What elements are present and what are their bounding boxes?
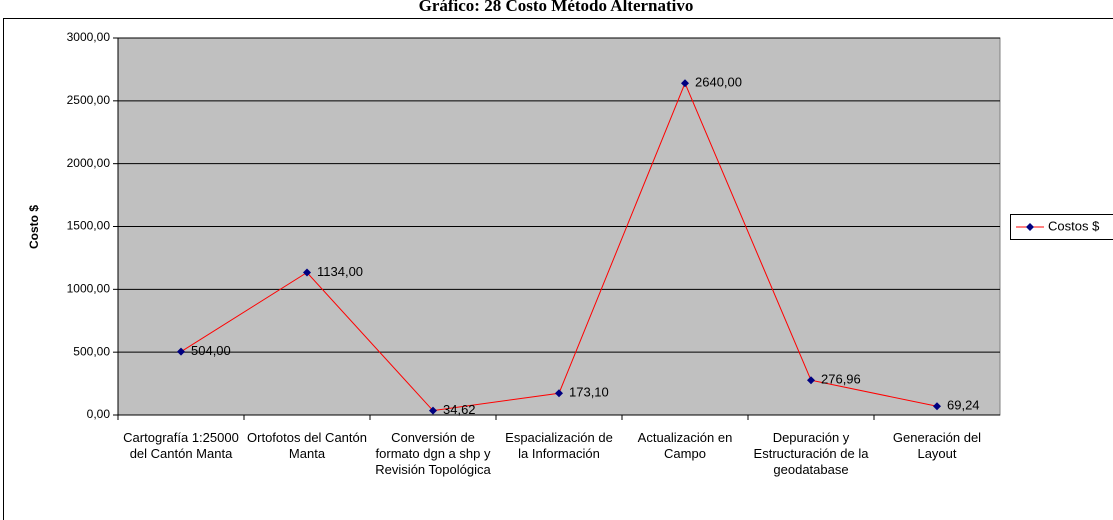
legend-label: Costos $	[1048, 218, 1100, 233]
x-tick-label: Depuración y Estructuración de la geodat…	[753, 430, 869, 477]
marker	[555, 389, 563, 398]
y-tick-label: 3000,00	[67, 30, 111, 44]
data-label: 504,00	[191, 343, 231, 358]
y-tick-label: 1500,00	[67, 219, 111, 233]
data-label: 173,10	[569, 385, 609, 400]
marker	[681, 79, 689, 88]
x-tick-label: Cartografía 1:25000 del Cantón Manta	[123, 430, 239, 461]
marker	[303, 268, 311, 277]
x-tick-label: Espacialización de la Información	[505, 430, 613, 461]
y-tick-label: 2500,00	[67, 93, 111, 107]
data-label: 2640,00	[695, 75, 742, 90]
data-label: 1134,00	[317, 264, 363, 279]
marker	[933, 402, 941, 411]
data-label: 69,24	[947, 398, 980, 413]
marker	[177, 347, 185, 356]
y-axis-label: Costo $	[27, 205, 41, 249]
x-tick-label: Conversión de formato dgn a shp y Revisi…	[375, 430, 491, 477]
x-tick-label: Actualización en Campo	[637, 430, 733, 461]
legend-marker	[1026, 223, 1034, 231]
x-tick-label: Ortofotos del Cantón Manta	[247, 430, 367, 461]
chart-title: Gráfico: 28 Costo Método Alternativo	[419, 0, 694, 15]
data-label: 34,62	[443, 402, 476, 417]
x-tick-label: Generación del Layout	[892, 430, 982, 461]
y-tick-label: 500,00	[73, 344, 110, 358]
marker	[429, 406, 437, 415]
marker	[807, 376, 815, 385]
data-label: 276,96	[821, 372, 861, 387]
y-tick-label: 0,00	[87, 407, 111, 421]
y-tick-label: 1000,00	[67, 282, 111, 296]
y-tick-label: 2000,00	[67, 156, 111, 170]
